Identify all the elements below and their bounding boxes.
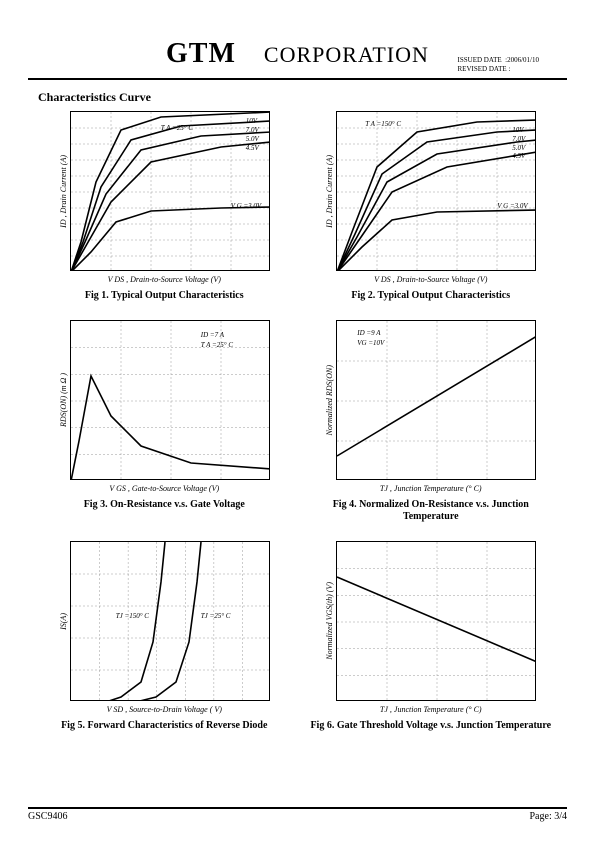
xlabel-6: TJ , Junction Temperature (° C) [380, 705, 482, 714]
issued-date-label: ISSUED DATE [458, 56, 502, 64]
xlabel-1: V DS , Drain-to-Source Voltage (V) [108, 275, 221, 284]
caption-6: Fig 6. Gate Threshold Voltage v.s. Junct… [310, 720, 551, 732]
ylabel-3: RDS(ON) (m Ω ) [59, 373, 68, 427]
ylabel-2: ID , Drain Current (A) [325, 155, 334, 228]
chart-5: TJ =150° C TJ =25° C [70, 541, 270, 701]
chart-annotation: TJ =150° C [116, 612, 149, 620]
caption-3: Fig 3. On-Resistance v.s. Gate Voltage [84, 499, 245, 511]
revised-date-label: REVISED DATE : [458, 65, 539, 74]
chart-annotation: T A =25° C [161, 124, 193, 132]
chart-annotation: 10V [246, 117, 257, 125]
xlabel-2: V DS , Drain-to-Source Voltage (V) [374, 275, 487, 284]
section-title: Characteristics Curve [38, 90, 595, 105]
xlabel-3: V GS , Gate-to-Source Voltage (V) [109, 484, 219, 493]
chart-1: T A =25° C 10V7.0V5.0V4.5V V G =3.0V [70, 111, 270, 271]
chart-annotation: 7.0V [246, 126, 259, 134]
chart-cell-6: Normalized VGS(th) (V) TJ , Junction Tem… [305, 541, 558, 744]
chart-annotation: V G =3.0V [231, 202, 261, 210]
chart-cell-5: IS(A) TJ =150° C TJ =25° C V SD , Source-… [38, 541, 291, 744]
footer: GSC9406 Page: 3/4 [28, 807, 567, 822]
chart-annotation: 7.0V [512, 135, 525, 143]
chart-annotation: 10V [512, 126, 523, 134]
chart-annotation: 4.5V [512, 152, 525, 160]
chart-cell-2: ID , Drain Current (A) T A =150° C 10V7.0… [305, 111, 558, 314]
dates: ISSUED DATE :2006/01/10 REVISED DATE : [458, 56, 539, 74]
chart-annotation: VG =10V [357, 339, 384, 347]
ylabel-5: IS(A) [59, 613, 68, 630]
corporation-label: CORPORATION [264, 42, 429, 68]
chart-annotation: 4.5V [246, 144, 259, 152]
chart-annotation: T A =150° C [365, 120, 401, 128]
chart-annotation: ID =7 A [201, 331, 224, 339]
chart-3: ID =7 A T A =25° C [70, 320, 270, 480]
issued-date-value: :2006/01/10 [505, 56, 539, 64]
ylabel-1: ID , Drain Current (A) [59, 155, 68, 228]
xlabel-5: V SD , Source-to-Drain Voltage ( V) [107, 705, 222, 714]
header: GTM CORPORATION ISSUED DATE :2006/01/10 … [28, 0, 567, 80]
caption-5: Fig 5. Forward Characteristics of Revers… [61, 720, 267, 732]
caption-2: Fig 2. Typical Output Characteristics [351, 290, 510, 302]
chart-annotation: T A =25° C [201, 341, 233, 349]
ylabel-4: Normalized RDS(ON) [325, 365, 334, 435]
chart-annotation: V G =3.0V [497, 202, 527, 210]
chart-annotation: ID =9 A [357, 329, 380, 337]
chart-cell-4: Normalized RDS(ON) ID =9 A VG =10V TJ , J… [305, 320, 558, 535]
chart-cell-3: RDS(ON) (m Ω ) ID =7 A T A =25° C V GS , … [38, 320, 291, 535]
xlabel-4: TJ , Junction Temperature (° C) [380, 484, 482, 493]
chart-grid: ID , Drain Current (A) T A =25° C10V7.0V… [0, 111, 595, 744]
footer-left: GSC9406 [28, 811, 67, 822]
caption-4: Fig 4. Normalized On-Resistance v.s. Jun… [305, 499, 558, 523]
footer-right: Page: 3/4 [530, 811, 568, 822]
chart-4: ID =9 A VG =10V [336, 320, 536, 480]
chart-annotation: 5.0V [512, 144, 525, 152]
ylabel-6: Normalized VGS(th) (V) [325, 582, 334, 660]
chart-annotation: 5.0V [246, 135, 259, 143]
chart-6 [336, 541, 536, 701]
chart-cell-1: ID , Drain Current (A) T A =25° C 10V7.0V… [38, 111, 291, 314]
chart-annotation: TJ =25° C [201, 612, 231, 620]
logo: GTM [166, 38, 236, 70]
caption-1: Fig 1. Typical Output Characteristics [85, 290, 244, 302]
chart-2: T A =150° C 10V7.0V5.0V4.5V V G =3.0V [336, 111, 536, 271]
